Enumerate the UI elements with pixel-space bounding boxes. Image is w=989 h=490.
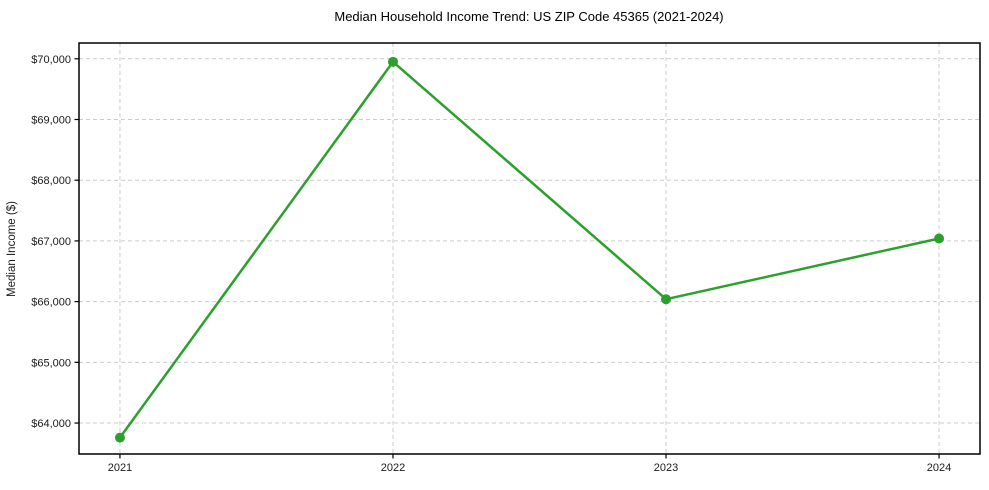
- data-point-marker: [114, 432, 125, 443]
- y-tick-label: $70,000: [31, 54, 71, 66]
- y-tick-label: $69,000: [31, 114, 71, 126]
- plot-border: [78, 42, 981, 455]
- y-tick-label: $64,000: [31, 418, 71, 430]
- y-tick-label: $67,000: [31, 236, 71, 248]
- y-axis-title: Median Income ($): [6, 201, 18, 297]
- plot-content: $64,000 $65,000 $66,000 $67,000 $68,000 $69,0…: [31, 42, 981, 474]
- x-tick-label: 2023: [654, 462, 678, 474]
- y-tick-label: $68,000: [31, 175, 71, 187]
- data-point-marker: [387, 56, 398, 67]
- data-point-marker: [934, 233, 945, 244]
- data-point-marker: [661, 294, 672, 305]
- x-tick-label: 2022: [381, 462, 405, 474]
- y-tick-label: $65,000: [31, 357, 71, 369]
- x-tick-label: 2021: [108, 462, 132, 474]
- y-tick-label: $66,000: [31, 297, 71, 309]
- chart-title: Median Household Income Trend: US ZIP Co…: [334, 9, 723, 24]
- x-tick-label: 2024: [927, 462, 951, 474]
- income-trend-line: [118, 60, 941, 439]
